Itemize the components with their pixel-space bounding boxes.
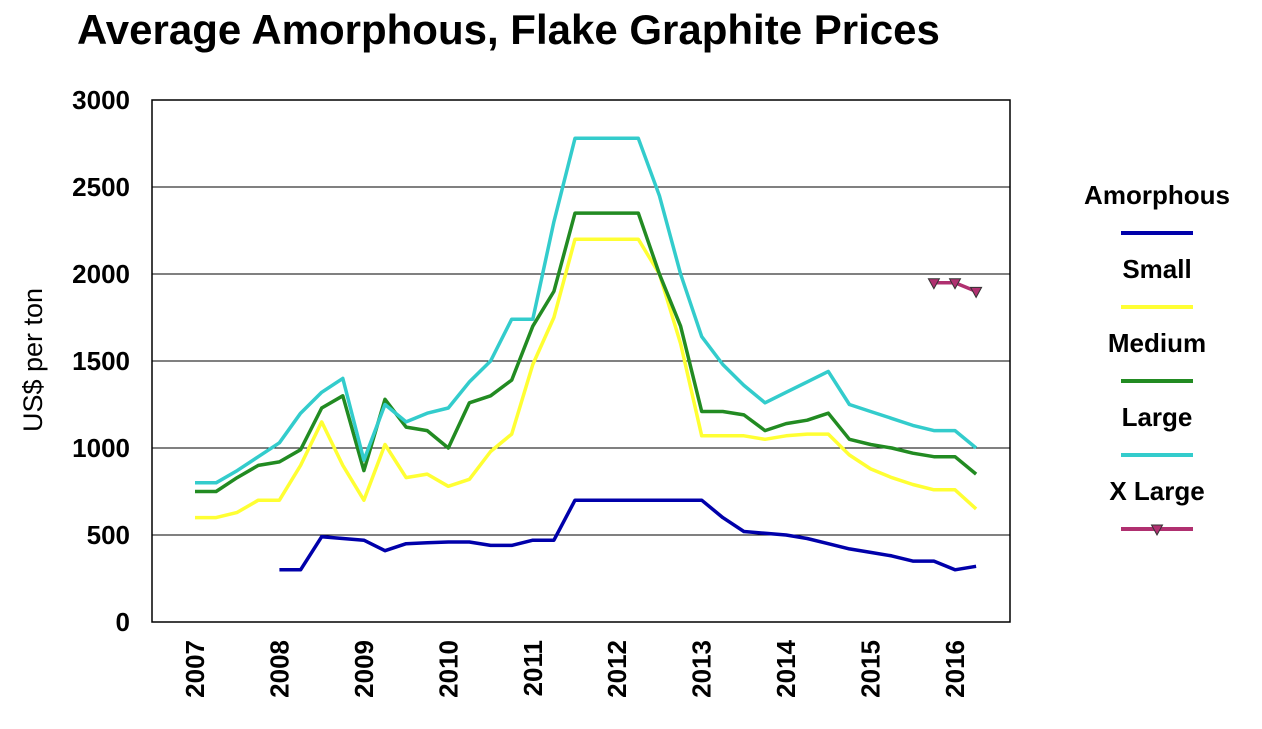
series-lines	[195, 136, 983, 572]
point-marker-x-large	[948, 278, 962, 290]
series-line-large	[195, 136, 978, 485]
x-tick-label-2011: 2011	[518, 640, 548, 696]
y-axis-label: US$ per ton	[18, 288, 48, 432]
x-axis-ticks: 2007 2008 2009 2010 2011 2012 2013 2014 2015 2016	[180, 639, 970, 697]
series-line-medium	[195, 211, 978, 494]
x-tick-label-2015: 2015	[856, 640, 886, 698]
plot-area-frame	[151, 99, 1011, 623]
chart-title: Average Amorphous, Flake Graphite Prices	[77, 6, 940, 53]
legend-label-amorphous: Amorphous	[1084, 180, 1230, 210]
x-tick-label-2008: 2008	[264, 640, 294, 698]
point-marker-x-large	[969, 286, 983, 299]
y-tick-label-0: 0	[116, 607, 130, 637]
x-tick-label-2014: 2014	[771, 639, 801, 697]
y-tick-label-2500: 2500	[72, 172, 130, 202]
x-tick-label-2016: 2016	[940, 640, 970, 698]
legend-label-medium: Medium	[1108, 328, 1206, 358]
legend-marker-x-large	[1150, 524, 1164, 537]
x-tick-label-2009: 2009	[349, 640, 379, 698]
x-tick-label-2010: 2010	[433, 640, 463, 698]
y-tick-label-500: 500	[87, 520, 130, 550]
series-line-amorphous	[279, 498, 977, 572]
gridlines	[152, 186, 1010, 536]
y-tick-label-2000: 2000	[72, 259, 130, 289]
legend-label-small: Small	[1122, 254, 1191, 284]
series-line-small	[195, 237, 978, 520]
y-tick-label-3000: 3000	[72, 85, 130, 115]
legend: Amorphous Small Medium Large X Large	[1084, 180, 1230, 537]
x-tick-label-2012: 2012	[602, 640, 632, 698]
x-tick-label-2007: 2007	[180, 640, 210, 698]
y-tick-label-1500: 1500	[72, 346, 130, 376]
legend-label-large: Large	[1122, 402, 1193, 432]
y-axis-ticks: 0 500 1000 1500 2000 2500 3000	[72, 85, 130, 637]
y-tick-label-1000: 1000	[72, 433, 130, 463]
point-marker-x-large	[927, 278, 941, 290]
legend-label-x-large: X Large	[1109, 476, 1204, 506]
x-tick-label-2013: 2013	[687, 640, 717, 698]
